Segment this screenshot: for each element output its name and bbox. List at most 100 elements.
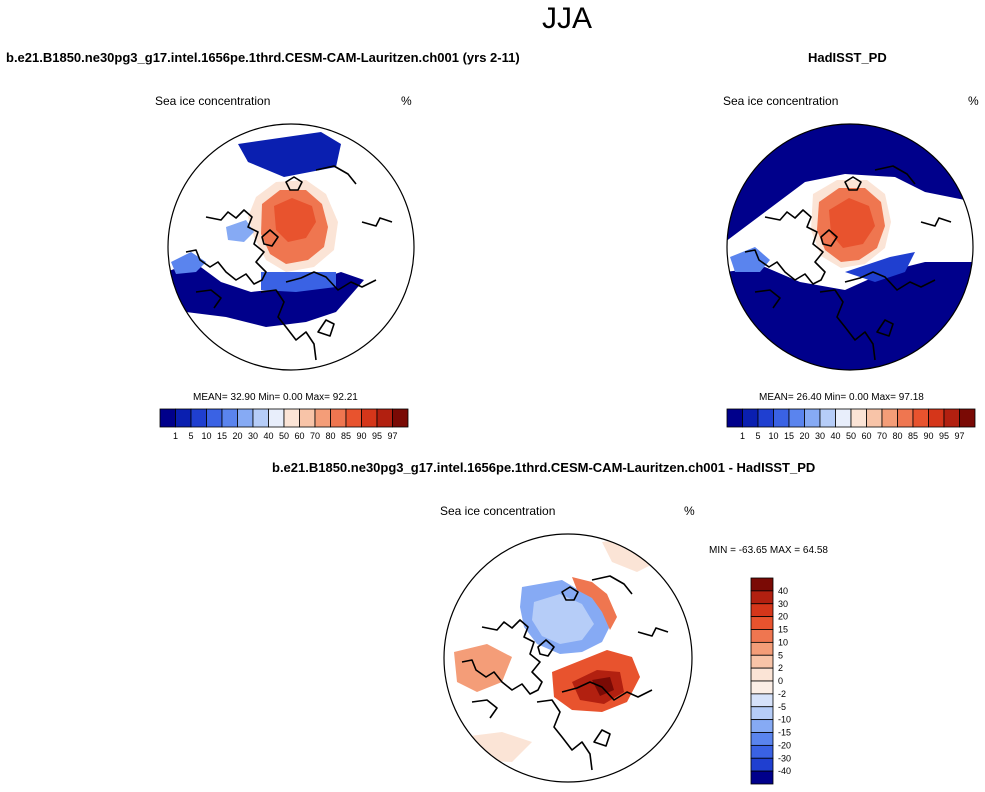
panel-1-colorbar-swatch bbox=[299, 408, 316, 428]
panel-1-colorbar-tick-label: 20 bbox=[232, 431, 242, 441]
map1-coastline bbox=[361, 217, 393, 227]
map1-coastline bbox=[261, 229, 279, 247]
panel-2-colorbar-tick-label: 30 bbox=[815, 431, 825, 441]
panel-3-colorbar-tick-label: -10 bbox=[778, 715, 791, 725]
panel-2-colorbar-swatch bbox=[835, 408, 852, 428]
panel-2-colorbar-swatch bbox=[788, 408, 805, 428]
panel-2-colorbar-tick-label: 1 bbox=[740, 431, 745, 441]
panel-2-colorbar-swatch bbox=[943, 408, 960, 428]
map3-ice-region bbox=[572, 577, 617, 630]
map3-coastline bbox=[461, 619, 543, 695]
panel-1-colorbar-tick-label: 80 bbox=[325, 431, 335, 441]
map3-coastline bbox=[561, 681, 653, 701]
panel-3-colorbar-swatch bbox=[750, 577, 774, 592]
panel-2-colorbar-tick-label: 5 bbox=[755, 431, 760, 441]
panel-3-colorbar-swatch bbox=[750, 732, 774, 746]
map3-ice-region bbox=[532, 594, 594, 644]
map2-ice-region bbox=[845, 252, 915, 282]
panel-3-colorbar-tick-label: 15 bbox=[778, 625, 788, 635]
panel-3-colorbar-swatch bbox=[750, 641, 774, 656]
panel-2-colorbar-tick-label: 97 bbox=[954, 431, 964, 441]
panel-2-colorbar-tick-label: 40 bbox=[830, 431, 840, 441]
map2-coastline bbox=[874, 165, 916, 185]
map1-coastline bbox=[285, 176, 303, 191]
panel-1-colorbar-swatch bbox=[345, 408, 362, 428]
panel-3-colorbar-swatch bbox=[750, 706, 774, 721]
panel-2-colorbar-tick-label: 15 bbox=[784, 431, 794, 441]
panel-2-colorbar-tick-label: 50 bbox=[846, 431, 856, 441]
map2-coastline bbox=[844, 271, 936, 291]
map3-coastline bbox=[593, 729, 611, 747]
panel-2-colorbar-tick-label: 90 bbox=[923, 431, 933, 441]
panel-3-colorbar-tick-label: 20 bbox=[778, 612, 788, 622]
panel-1-title: b.e21.B1850.ne30pg3_g17.intel.1656pe.1th… bbox=[6, 50, 520, 65]
panel-1-colorbar-swatch bbox=[314, 408, 331, 428]
map1-coastline bbox=[195, 289, 222, 309]
panel-1-polar-map bbox=[167, 123, 415, 371]
map3-coastline bbox=[637, 627, 669, 637]
map3-coastline bbox=[471, 699, 498, 719]
panel-1-colorbar-tick-label: 40 bbox=[263, 431, 273, 441]
map1-coastline bbox=[260, 289, 317, 361]
panel-3-colorbar-swatch bbox=[750, 667, 774, 682]
panel-1-stats: MEAN= 32.90 Min= 0.00 Max= 92.21 bbox=[193, 392, 358, 403]
main-title: JJA bbox=[541, 2, 592, 35]
map2-coastline bbox=[920, 217, 952, 227]
panel-1-colorbar: 1 5 10 15 20 30 40 50 60 70 80 85 90 95 97 bbox=[159, 408, 409, 441]
map1-ice-region bbox=[274, 198, 316, 242]
panel-2-colorbar-tick-label: 95 bbox=[939, 431, 949, 441]
map2-ice-region bbox=[730, 247, 770, 272]
panel-2-colorbar-swatch bbox=[773, 408, 790, 428]
panel-2-units-label: % bbox=[968, 94, 979, 108]
map3-coastline bbox=[536, 699, 593, 771]
map1-field bbox=[168, 124, 414, 370]
panel-2-colorbar-swatch bbox=[928, 408, 945, 428]
panel-1-colorbar-tick-label: 95 bbox=[372, 431, 382, 441]
panel-3-colorbar-tick-label: 30 bbox=[778, 599, 788, 609]
panel-3-title: b.e21.B1850.ne30pg3_g17.intel.1656pe.1th… bbox=[272, 460, 816, 475]
panel-3-colorbar-tick-label: -2 bbox=[778, 689, 786, 699]
panel-1-colorbar-swatch bbox=[268, 408, 285, 428]
panel-1-colorbar-tick-label: 30 bbox=[248, 431, 258, 441]
panel-1-colorbar-tick-label: 60 bbox=[294, 431, 304, 441]
map1-coastline bbox=[315, 165, 357, 185]
panel-2-colorbar-swatch bbox=[757, 408, 774, 428]
panel-3-colorbar-swatch bbox=[750, 770, 774, 785]
panel-3-colorbar-swatch bbox=[750, 603, 774, 618]
map3-coastline bbox=[561, 586, 579, 601]
panel-2-colorbar-tick-label: 60 bbox=[861, 431, 871, 441]
panel-2-colorbar-tick-label: 10 bbox=[768, 431, 778, 441]
map1-ice-region bbox=[168, 262, 364, 327]
panel-2-variable-label: Sea ice concentration bbox=[723, 94, 839, 108]
panel-3-colorbar-swatch bbox=[750, 629, 774, 643]
panel-3-stats: MIN = -63.65 MAX = 64.58 bbox=[709, 545, 828, 556]
panel-3-colorbar-swatch bbox=[750, 680, 774, 695]
panel-2-colorbar-swatch bbox=[897, 408, 914, 428]
panel-2-stats: MEAN= 26.40 Min= 0.00 Max= 97.18 bbox=[759, 392, 924, 403]
map3-ice-region bbox=[592, 677, 614, 696]
panel-3-colorbar-tick-label: 10 bbox=[778, 637, 788, 647]
panel-2-colorbar-swatch bbox=[881, 408, 898, 428]
panel-3-colorbar-tick-label: -20 bbox=[778, 740, 791, 750]
map1-coastline bbox=[185, 209, 267, 285]
panel-3-variable-label: Sea ice concentration bbox=[440, 504, 556, 518]
panel-1-colorbar-swatch bbox=[237, 408, 254, 428]
panel-3-colorbar-swatch bbox=[750, 654, 774, 669]
panel-1-colorbar-swatch bbox=[361, 408, 378, 428]
map1-ice-region bbox=[261, 272, 336, 292]
panel-1-colorbar-tick-label: 90 bbox=[356, 431, 366, 441]
panel-3-colorbar-swatch bbox=[750, 616, 774, 630]
panel-3-colorbar-tick-label: -40 bbox=[778, 766, 791, 776]
panel-2-title: HadISST_PD bbox=[808, 50, 887, 65]
panel-2-colorbar-swatch bbox=[819, 408, 836, 428]
panel-3-colorbar-swatch bbox=[750, 719, 774, 733]
panel-2-colorbar-tick-label: 80 bbox=[892, 431, 902, 441]
panel-3-colorbar-swatch bbox=[750, 744, 774, 759]
panel-2-colorbar-tick-label: 70 bbox=[877, 431, 887, 441]
panel-3-colorbar-tick-label: 2 bbox=[778, 663, 783, 673]
map1-ice-region bbox=[171, 252, 206, 274]
panel-1-variable-label: Sea ice concentration bbox=[155, 94, 271, 108]
map2-coastline bbox=[876, 319, 894, 337]
panel-1-colorbar-swatch bbox=[283, 408, 300, 428]
